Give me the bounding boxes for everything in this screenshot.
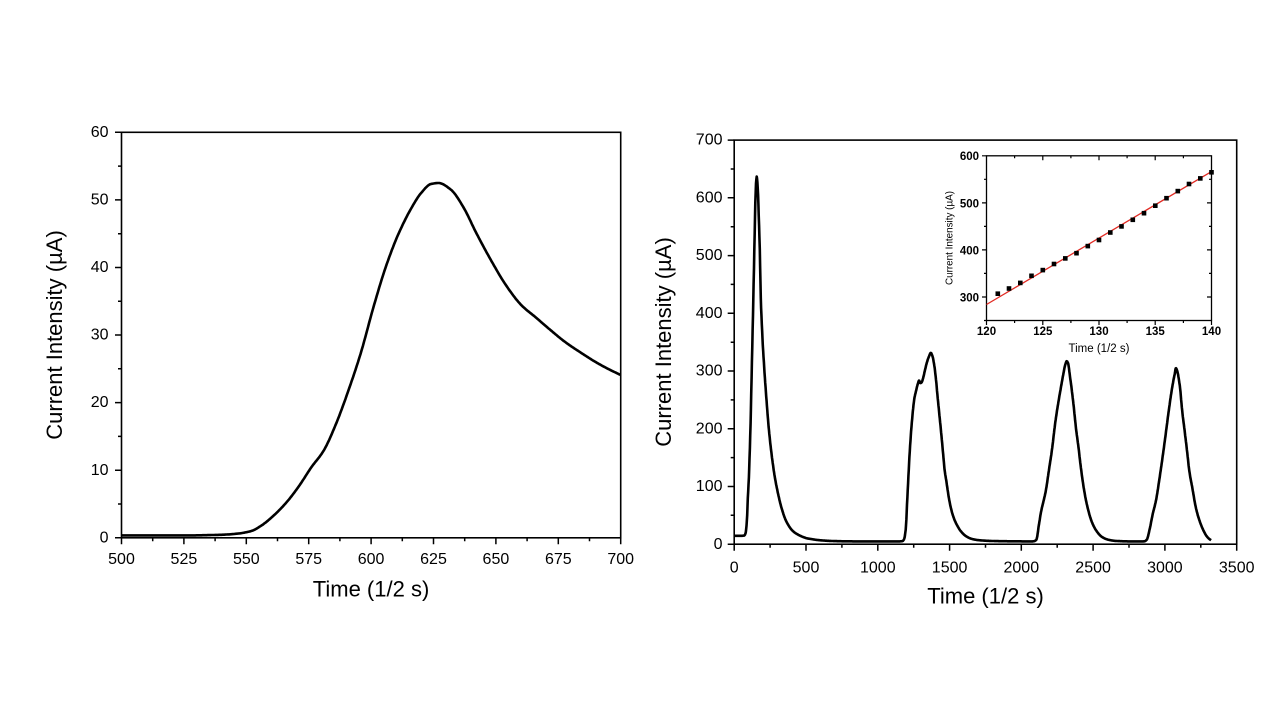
svg-text:130: 130 — [1089, 326, 1108, 338]
svg-text:0: 0 — [714, 536, 723, 553]
svg-text:120: 120 — [977, 326, 996, 338]
svg-text:700: 700 — [696, 132, 723, 149]
svg-text:Time (1/2 s): Time (1/2 s) — [313, 576, 430, 601]
svg-text:550: 550 — [233, 551, 260, 568]
svg-text:400: 400 — [960, 245, 979, 257]
svg-text:3500: 3500 — [1219, 560, 1255, 577]
svg-text:60: 60 — [91, 124, 109, 141]
svg-text:300: 300 — [696, 363, 723, 380]
svg-text:500: 500 — [108, 551, 135, 568]
svg-text:20: 20 — [91, 394, 109, 411]
svg-text:Current Intensity (µA): Current Intensity (µA) — [945, 191, 956, 285]
svg-text:125: 125 — [1033, 326, 1053, 338]
svg-text:Time (1/2 s): Time (1/2 s) — [1069, 343, 1130, 355]
svg-text:10: 10 — [91, 462, 109, 479]
svg-text:40: 40 — [91, 259, 109, 276]
svg-text:140: 140 — [1202, 326, 1221, 338]
svg-text:525: 525 — [171, 551, 198, 568]
svg-text:3000: 3000 — [1147, 560, 1183, 577]
svg-text:2000: 2000 — [1004, 560, 1040, 577]
svg-text:100: 100 — [696, 478, 723, 495]
svg-text:575: 575 — [295, 551, 322, 568]
svg-text:50: 50 — [91, 192, 109, 209]
svg-text:135: 135 — [1146, 326, 1166, 338]
svg-text:1500: 1500 — [932, 560, 968, 577]
svg-text:400: 400 — [696, 305, 723, 322]
svg-text:625: 625 — [420, 551, 447, 568]
svg-text:600: 600 — [696, 189, 723, 206]
svg-text:500: 500 — [960, 198, 979, 210]
svg-text:650: 650 — [483, 551, 510, 568]
svg-text:Current Intensity (µA): Current Intensity (µA) — [651, 237, 676, 447]
svg-text:600: 600 — [358, 551, 385, 568]
svg-text:1000: 1000 — [860, 560, 896, 577]
svg-text:500: 500 — [793, 560, 820, 577]
svg-text:300: 300 — [960, 292, 979, 304]
svg-text:Time (1/2 s): Time (1/2 s) — [927, 584, 1044, 609]
svg-text:500: 500 — [696, 247, 723, 264]
svg-text:200: 200 — [696, 420, 723, 437]
svg-text:30: 30 — [91, 327, 109, 344]
svg-text:700: 700 — [607, 551, 634, 568]
svg-text:600: 600 — [960, 151, 979, 163]
svg-text:0: 0 — [100, 529, 109, 546]
svg-text:675: 675 — [545, 551, 572, 568]
svg-text:0: 0 — [730, 560, 739, 577]
svg-text:2500: 2500 — [1075, 560, 1111, 577]
svg-text:Current Intensity (µA): Current Intensity (µA) — [42, 230, 67, 440]
